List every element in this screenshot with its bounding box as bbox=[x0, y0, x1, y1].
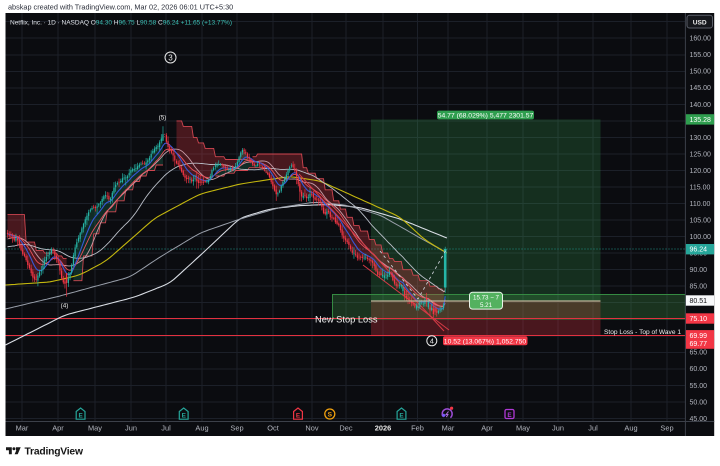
svg-text:abskap created with TradingVie: abskap created with TradingView.com, Mar… bbox=[8, 3, 233, 12]
svg-text:110.00: 110.00 bbox=[690, 201, 711, 208]
svg-text:55.00: 55.00 bbox=[690, 383, 708, 390]
svg-text:Jun: Jun bbox=[552, 424, 564, 433]
svg-text:140.00: 140.00 bbox=[690, 102, 712, 109]
svg-text:Aug: Aug bbox=[624, 424, 637, 433]
svg-text:120.00: 120.00 bbox=[690, 168, 712, 175]
svg-text:Aug: Aug bbox=[195, 424, 208, 433]
svg-text:May: May bbox=[88, 424, 102, 433]
svg-text:3: 3 bbox=[168, 53, 173, 62]
svg-text:E: E bbox=[296, 413, 301, 420]
svg-text:10.52 (13.067%) 1,052.750: 10.52 (13.067%) 1,052.750 bbox=[444, 338, 527, 345]
svg-text:60.00: 60.00 bbox=[690, 366, 708, 373]
svg-text:TradingView: TradingView bbox=[25, 446, 84, 457]
svg-text:125.00: 125.00 bbox=[690, 151, 712, 158]
svg-text:E: E bbox=[78, 413, 83, 420]
svg-text:160.00: 160.00 bbox=[690, 36, 712, 43]
svg-text:50.00: 50.00 bbox=[690, 399, 708, 406]
svg-text:145.00: 145.00 bbox=[690, 85, 712, 92]
svg-text:Jul: Jul bbox=[588, 424, 598, 433]
svg-text:115.00: 115.00 bbox=[690, 184, 711, 191]
svg-text:5.21: 5.21 bbox=[480, 302, 493, 309]
svg-text:Apr: Apr bbox=[52, 424, 64, 433]
svg-text:Stop Loss - Top of Wave 1: Stop Loss - Top of Wave 1 bbox=[604, 329, 681, 336]
svg-text:Apr: Apr bbox=[481, 424, 493, 433]
svg-text:E: E bbox=[399, 413, 404, 420]
svg-text:105.00: 105.00 bbox=[690, 218, 712, 225]
svg-text:135.28: 135.28 bbox=[690, 117, 712, 124]
svg-text:Sep: Sep bbox=[230, 424, 243, 433]
svg-text:90.00: 90.00 bbox=[690, 267, 708, 274]
svg-text:Mar: Mar bbox=[442, 424, 455, 433]
svg-text:E: E bbox=[507, 412, 512, 419]
svg-text:100.00: 100.00 bbox=[690, 234, 712, 241]
svg-text:Dec: Dec bbox=[339, 424, 352, 433]
svg-text:80.51: 80.51 bbox=[690, 298, 708, 305]
svg-text:45.00: 45.00 bbox=[690, 416, 708, 423]
svg-text:Sep: Sep bbox=[660, 424, 673, 433]
svg-text:USD: USD bbox=[693, 20, 707, 27]
svg-text:Nov: Nov bbox=[305, 424, 318, 433]
svg-text:Netflix, Inc. · 1D · NASDAQ O9: Netflix, Inc. · 1D · NASDAQ O94.30 H96.7… bbox=[10, 19, 232, 26]
svg-text:65.00: 65.00 bbox=[690, 350, 708, 357]
svg-text:(4): (4) bbox=[61, 302, 69, 309]
svg-text:Mar: Mar bbox=[16, 424, 29, 433]
svg-text:130.00: 130.00 bbox=[690, 135, 712, 142]
svg-text:S: S bbox=[328, 412, 333, 419]
svg-text:150.00: 150.00 bbox=[690, 69, 712, 76]
svg-text:New Stop Loss: New Stop Loss bbox=[315, 314, 378, 324]
svg-text:4: 4 bbox=[430, 337, 434, 346]
svg-text:15.73 − 7: 15.73 − 7 bbox=[473, 294, 500, 301]
svg-text:(5): (5) bbox=[159, 114, 167, 121]
svg-text:155.00: 155.00 bbox=[690, 52, 712, 59]
svg-text:69.77: 69.77 bbox=[690, 341, 708, 348]
svg-text:96.24: 96.24 bbox=[690, 247, 708, 254]
svg-text:Jun: Jun bbox=[125, 424, 137, 433]
svg-text:E: E bbox=[182, 413, 187, 420]
svg-text:Feb: Feb bbox=[411, 424, 424, 433]
svg-text:Oct: Oct bbox=[267, 424, 279, 433]
svg-text:54.77 (68.029%) 5,477 2301.57: 54.77 (68.029%) 5,477 2301.57 bbox=[438, 112, 534, 119]
svg-text:75.10: 75.10 bbox=[690, 316, 708, 323]
svg-text:Jul: Jul bbox=[161, 424, 171, 433]
svg-text:May: May bbox=[516, 424, 530, 433]
svg-text:69.99: 69.99 bbox=[690, 333, 708, 340]
svg-text:2026: 2026 bbox=[375, 424, 391, 433]
svg-text:85.00: 85.00 bbox=[690, 284, 708, 291]
